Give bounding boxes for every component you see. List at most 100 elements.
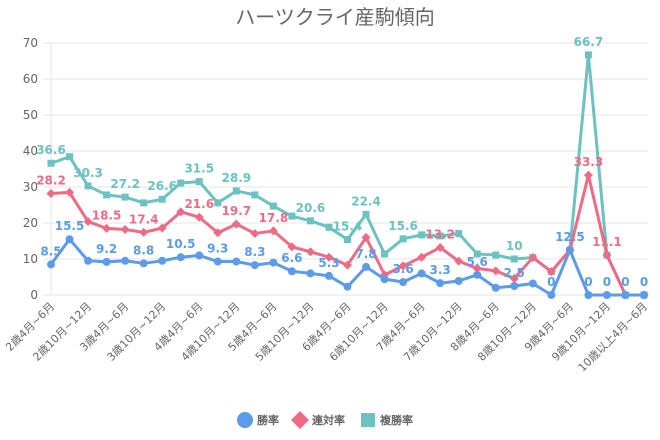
data-label: 13.2: [425, 227, 455, 241]
series-勝率: [47, 235, 648, 299]
data-point[interactable]: [250, 261, 259, 270]
data-point[interactable]: [268, 226, 278, 236]
data-point[interactable]: [509, 273, 519, 283]
data-point[interactable]: [195, 251, 204, 260]
data-point[interactable]: [510, 255, 518, 263]
data-point[interactable]: [362, 262, 371, 271]
data-point[interactable]: [584, 291, 593, 299]
data-point[interactable]: [418, 231, 426, 239]
data-point[interactable]: [436, 279, 445, 288]
data-point[interactable]: [398, 261, 408, 271]
data-point[interactable]: [46, 188, 56, 198]
data-point[interactable]: [120, 224, 130, 234]
data-point[interactable]: [158, 195, 166, 203]
data-point[interactable]: [473, 270, 482, 279]
data-point[interactable]: [269, 202, 277, 210]
data-point[interactable]: [158, 256, 167, 265]
data-point[interactable]: [362, 210, 370, 218]
data-label: 8.8: [133, 243, 154, 257]
data-point[interactable]: [417, 269, 426, 278]
data-point[interactable]: [83, 217, 93, 227]
data-point[interactable]: [288, 212, 296, 220]
data-point[interactable]: [194, 212, 204, 222]
data-point[interactable]: [177, 179, 185, 187]
data-point[interactable]: [473, 250, 481, 258]
data-point[interactable]: [621, 291, 630, 299]
data-point[interactable]: [195, 178, 203, 186]
data-point[interactable]: [547, 291, 556, 299]
data-point[interactable]: [528, 253, 538, 263]
data-point[interactable]: [436, 232, 444, 240]
legend-item-連対率[interactable]: 連対率: [291, 411, 345, 429]
data-point[interactable]: [583, 170, 593, 180]
data-point[interactable]: [47, 260, 55, 269]
data-point[interactable]: [214, 199, 222, 207]
data-point[interactable]: [344, 236, 351, 244]
data-point[interactable]: [454, 276, 463, 285]
data-point[interactable]: [65, 235, 74, 244]
data-point[interactable]: [343, 282, 352, 291]
data-point[interactable]: [546, 267, 556, 277]
data-point[interactable]: [399, 278, 408, 287]
data-point[interactable]: [380, 275, 389, 284]
data-point[interactable]: [269, 258, 278, 267]
data-point[interactable]: [139, 259, 148, 268]
data-point[interactable]: [139, 227, 149, 237]
data-point[interactable]: [305, 247, 315, 257]
data-label: 5.6: [467, 255, 488, 269]
data-point[interactable]: [565, 246, 574, 254]
data-point[interactable]: [325, 223, 333, 231]
data-point[interactable]: [213, 228, 223, 238]
data-label: 10.5: [166, 237, 196, 251]
data-point[interactable]: [232, 187, 240, 195]
data-point[interactable]: [66, 153, 74, 161]
data-point[interactable]: [640, 291, 648, 299]
legend-item-勝率[interactable]: 勝率: [237, 412, 279, 428]
data-point[interactable]: [528, 279, 537, 288]
data-point[interactable]: [472, 263, 482, 273]
data-point[interactable]: [213, 257, 222, 266]
data-point[interactable]: [306, 269, 315, 278]
legend-item-複勝率[interactable]: 複勝率: [361, 413, 413, 427]
data-point[interactable]: [324, 271, 333, 280]
data-point[interactable]: [176, 207, 186, 217]
data-point[interactable]: [84, 182, 92, 190]
data-point[interactable]: [251, 191, 259, 199]
data-point[interactable]: [287, 242, 297, 252]
data-point[interactable]: [399, 235, 407, 243]
data-point[interactable]: [287, 267, 296, 276]
data-point[interactable]: [492, 251, 500, 259]
data-point[interactable]: [343, 260, 352, 270]
data-point[interactable]: [417, 252, 427, 262]
data-point[interactable]: [454, 256, 464, 266]
data-point[interactable]: [602, 250, 612, 260]
data-point[interactable]: [231, 219, 241, 229]
data-label: 19.7: [222, 204, 252, 218]
data-point[interactable]: [176, 253, 185, 262]
data-point[interactable]: [121, 193, 129, 201]
data-point[interactable]: [103, 191, 111, 199]
data-point[interactable]: [102, 223, 112, 233]
data-point[interactable]: [140, 199, 148, 207]
data-point[interactable]: [361, 232, 371, 242]
data-point[interactable]: [491, 266, 501, 276]
data-point[interactable]: [602, 291, 611, 299]
data-point[interactable]: [324, 252, 334, 262]
data-point[interactable]: [47, 159, 55, 167]
data-label: 8.3: [244, 245, 265, 259]
data-point[interactable]: [584, 51, 592, 59]
data-point[interactable]: [381, 250, 389, 258]
data-point[interactable]: [250, 228, 260, 238]
data-point[interactable]: [84, 256, 93, 265]
data-point[interactable]: [491, 283, 500, 292]
data-label: 0: [621, 275, 629, 289]
data-point[interactable]: [510, 282, 519, 290]
data-point[interactable]: [102, 257, 111, 266]
data-point[interactable]: [232, 257, 241, 266]
data-point[interactable]: [435, 242, 445, 252]
data-point[interactable]: [306, 217, 314, 225]
data-point[interactable]: [65, 187, 75, 197]
data-point[interactable]: [121, 256, 130, 265]
data-point[interactable]: [157, 223, 167, 233]
data-point[interactable]: [455, 229, 463, 237]
